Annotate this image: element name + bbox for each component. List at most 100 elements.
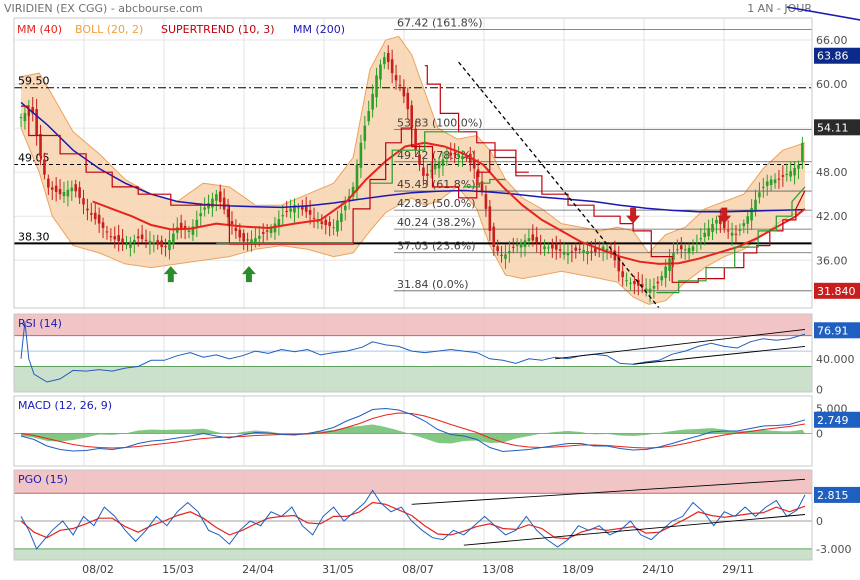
candle-body (133, 240, 136, 243)
fib-label-4: 42.83 (50.0%) (397, 197, 476, 210)
candle-body (586, 251, 589, 255)
candle-body (265, 230, 269, 232)
candle-body (719, 215, 722, 225)
candle-body (488, 206, 492, 231)
candle-body (332, 227, 335, 229)
candle-body (226, 209, 230, 218)
rsi-badge-bg (814, 322, 860, 339)
candle-body (172, 233, 175, 244)
price-badge-2: 31.840 (817, 285, 856, 298)
candle-body (187, 230, 191, 232)
dashed-trendline (458, 61, 660, 309)
candle-body (343, 205, 347, 211)
supertrend-green-line-1 (370, 131, 464, 184)
candle-body (640, 283, 644, 288)
candle-body (480, 181, 484, 192)
candle-body (398, 84, 402, 86)
bollinger-lower-line (20, 127, 806, 305)
candle-body (734, 233, 738, 235)
candle-body (136, 236, 140, 239)
candle-body (359, 142, 363, 168)
pgo-panel-frame (13, 469, 813, 561)
macd-y-tick-label: 0 (816, 428, 823, 441)
candle-body (625, 280, 628, 282)
macd-title: MACD (12, 26, 9) (18, 399, 112, 412)
down-arrow-icon (717, 207, 732, 224)
rsi-badge: 76.91 (817, 324, 849, 337)
level-label-2: 38.30 (18, 230, 50, 243)
candle-body (582, 250, 585, 253)
price-y-tick-label: 42.00 (816, 210, 848, 223)
candle-body (441, 159, 445, 166)
candle-body (289, 208, 292, 212)
candle-body (50, 187, 54, 190)
candle-body (62, 192, 66, 197)
price-y-tick-label: 66.00 (816, 34, 848, 47)
candle-body (676, 249, 679, 251)
candle-body (363, 125, 367, 141)
legend-item-0: MM (40) (17, 23, 62, 36)
candle-body (179, 222, 183, 229)
price-badge-2-bg (814, 282, 860, 299)
macd-panel-frame (13, 395, 813, 467)
candle-body (320, 221, 324, 224)
fib-label-3: 45.43 (61.8%) (397, 178, 476, 191)
candle-body (218, 191, 222, 202)
price-y-tick-label: 48.00 (816, 166, 848, 179)
candle-body (418, 154, 421, 165)
candle-body (429, 170, 433, 172)
candle-body (797, 164, 800, 169)
candle-body (785, 174, 789, 176)
candle-body (234, 227, 238, 231)
macd-line (20, 407, 806, 453)
candle-body (109, 236, 113, 238)
candle-body (277, 219, 281, 226)
candle-body (558, 249, 562, 251)
candle-body (402, 87, 406, 97)
candle-body (152, 242, 156, 244)
candle-body (121, 238, 124, 243)
candle-body (711, 224, 714, 233)
supertrend-down-line (424, 65, 529, 173)
candle-body (140, 234, 144, 240)
rsi-trendline-0 (554, 328, 806, 360)
candle-body (543, 246, 546, 250)
price-badge-1: 54.11 (817, 121, 849, 134)
pgo-oversold-zone (14, 548, 812, 560)
x-tick-label: 18/09 (562, 563, 594, 576)
pgo-badge: 2.815 (817, 489, 849, 502)
candle-body (261, 232, 265, 234)
candle-body (203, 207, 206, 210)
candle-body (230, 221, 234, 225)
candle-body (644, 288, 648, 291)
candle-body (74, 184, 77, 192)
candle-body (86, 208, 89, 211)
rsi-oversold-zone (14, 366, 812, 392)
candle-body (793, 167, 796, 176)
candle-body (148, 240, 152, 245)
candle-body (410, 105, 413, 129)
candle-body (453, 153, 456, 155)
candle-body (273, 223, 277, 233)
candle-body (308, 210, 312, 215)
candle-body (668, 258, 671, 271)
candle-body (660, 276, 664, 281)
legend-item-2: SUPERTREND (10, 3) (161, 23, 275, 36)
candle-body (504, 254, 507, 259)
candle-body (160, 240, 163, 248)
candle-body (691, 246, 695, 251)
candle-body (336, 220, 339, 232)
candle-body (54, 185, 58, 192)
candle-body (328, 221, 331, 227)
x-tick-label: 24/04 (242, 563, 274, 576)
fib-label-0: 67.42 (161.8%) (397, 17, 483, 30)
rsi-panel-frame (13, 313, 813, 393)
candle-body (754, 199, 757, 211)
candle-body (168, 240, 171, 251)
candle-body (535, 237, 539, 243)
candle-body (633, 281, 636, 285)
candle-body (699, 238, 703, 240)
rsi-overbought-zone (14, 314, 812, 336)
candle-body (594, 248, 597, 253)
